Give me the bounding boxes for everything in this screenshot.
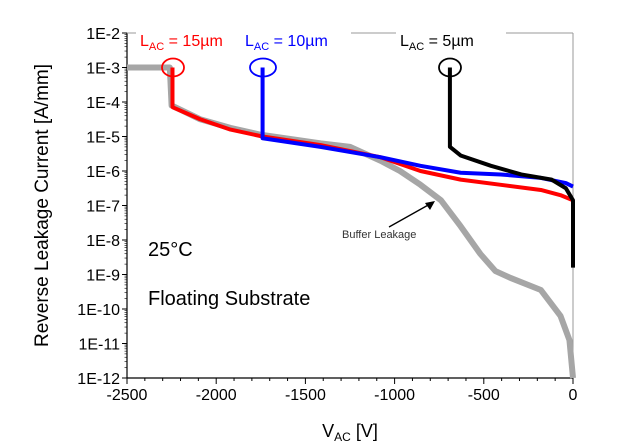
x-tick-label: -2500 (107, 387, 148, 404)
legend-label-bg (136, 24, 246, 50)
y-tick-label: 1E-2 (86, 26, 120, 43)
x-axis-label-main: V (322, 421, 334, 441)
legend-label-sub: AC (254, 41, 269, 53)
arrow-line (388, 203, 431, 228)
y-tick-label: 1E-3 (86, 61, 120, 78)
x-tick-label: -2000 (196, 387, 237, 404)
highlight-circle (249, 57, 277, 78)
series-line-buffer (127, 64, 576, 379)
highlight-circle (438, 57, 462, 78)
legend-label-sub: AC (149, 41, 164, 53)
highlight-circle (161, 57, 185, 78)
x-axis-label-unit: [V] (351, 421, 378, 441)
x-tick-label: -500 (468, 387, 500, 404)
y-tick-label: 1E-9 (86, 268, 120, 285)
x-tick-label: -1500 (285, 387, 326, 404)
y-axis-label: Reverse Leakage Current [A/mm] (32, 64, 53, 347)
legend-label: LAC = 15µm (140, 33, 223, 53)
legend-label-bg (241, 24, 351, 50)
legend-label: LAC = 10µm (245, 33, 328, 53)
y-tick-label: 1E-6 (86, 164, 120, 181)
legend-label-rest: = 5µm (424, 33, 474, 50)
legend-label-sub: AC (409, 41, 424, 53)
y-tick-label: 1E-4 (86, 95, 120, 112)
buffer-leakage-label: Buffer Leakage (342, 229, 416, 241)
legend-label: LAC = 5µm (400, 33, 474, 53)
arrow-head-icon (425, 201, 435, 210)
legend-label-rest: = 15µm (164, 33, 223, 50)
legend-label-main: L (400, 33, 409, 50)
x-tick-label: 0 (569, 387, 578, 404)
substrate-label: Floating Substrate (148, 288, 310, 310)
y-tick-label: 1E-12 (77, 371, 120, 388)
legend-label-main: L (140, 33, 149, 50)
y-tick-label: 1E-10 (77, 302, 120, 319)
y-tick-label: 1E-5 (86, 130, 120, 147)
temperature-label: 25°C (148, 239, 193, 261)
x-tick-label: -1000 (374, 387, 415, 404)
x-axis-label: VAC [V] (322, 421, 378, 444)
legend-label-main: L (245, 33, 254, 50)
y-tick-label: 1E-7 (86, 199, 120, 216)
series-line-15µm (170, 67, 574, 203)
legend-label-rest: = 10µm (269, 33, 328, 50)
series-line-5µm (447, 67, 575, 268)
x-axis-label-sub: AC (334, 430, 351, 444)
y-tick-label: 1E-8 (86, 233, 120, 250)
legend-label-bg (396, 24, 506, 50)
y-tick-label: 1E-11 (78, 337, 120, 354)
